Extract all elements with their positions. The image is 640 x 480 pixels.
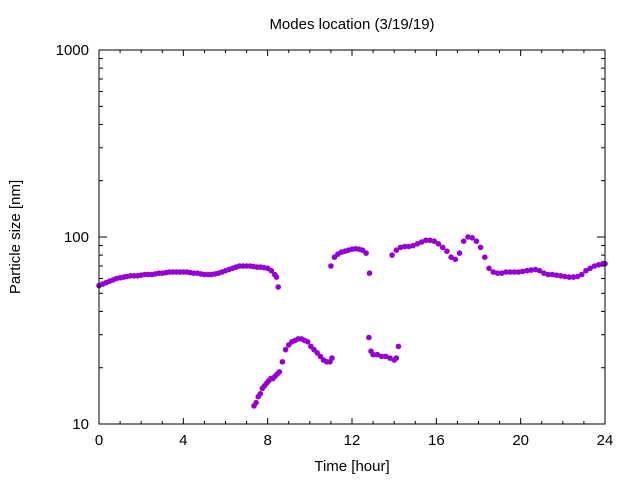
x-tick-label: 20: [512, 432, 529, 449]
data-point: [366, 270, 373, 277]
x-axis-label: Time [hour]: [314, 458, 389, 475]
data-point: [282, 346, 289, 353]
data-point: [276, 369, 283, 375]
y-tick-label: 1000: [56, 42, 89, 59]
data-point: [370, 351, 376, 358]
data-point: [574, 273, 581, 280]
data-point: [515, 269, 522, 275]
chart-title: Modes location (3/19/19): [269, 16, 434, 33]
data-point: [275, 284, 282, 290]
data-point: [448, 254, 454, 260]
data-point: [465, 234, 471, 240]
y-axis: 10 100 1000: [56, 42, 605, 433]
x-axis: 0 4 8 12 16 20 24: [95, 50, 614, 449]
data-point: [423, 237, 429, 244]
data-point: [279, 359, 286, 365]
data-point: [553, 272, 560, 279]
x-tick-label: 16: [428, 432, 445, 449]
data-point: [490, 269, 497, 275]
data-point: [549, 271, 556, 278]
data-point: [374, 351, 381, 358]
data-point: [456, 250, 463, 256]
data-point: [583, 267, 589, 274]
data-point: [418, 239, 425, 245]
data-point: [591, 263, 598, 269]
x-tick-label: 12: [344, 432, 361, 449]
data-point: [541, 270, 547, 277]
y-tick-label: 10: [72, 416, 89, 433]
data-point: [273, 274, 280, 280]
data-point: [406, 243, 412, 250]
data-point: [536, 267, 543, 274]
data-point: [520, 268, 526, 275]
data-point: [257, 391, 264, 397]
data-point: [304, 339, 311, 345]
data-point: [482, 254, 488, 260]
y-tick-label: 100: [64, 229, 89, 246]
plot-frame: [98, 49, 606, 425]
data-point: [562, 273, 568, 280]
data-point: [507, 269, 513, 275]
data-point: [397, 244, 404, 251]
data-point: [389, 252, 395, 258]
data-point: [545, 271, 551, 278]
data-points: [96, 234, 608, 409]
data-point: [444, 248, 450, 254]
data-point: [439, 244, 446, 251]
data-point: [498, 270, 505, 277]
data-point: [393, 355, 400, 361]
data-point: [378, 353, 385, 360]
data-point: [503, 269, 509, 275]
data-point: [486, 265, 492, 272]
data-point: [431, 238, 438, 244]
data-point: [579, 271, 585, 278]
data-point: [511, 269, 518, 275]
data-point: [427, 237, 433, 244]
data-point: [410, 242, 416, 249]
data-point: [268, 267, 275, 274]
data-point: [401, 243, 408, 250]
data-point: [328, 263, 334, 269]
data-point: [460, 238, 467, 244]
data-point: [452, 256, 459, 263]
data-point: [477, 244, 484, 251]
data-point: [435, 241, 442, 247]
data-point: [528, 267, 534, 273]
data-point: [414, 241, 421, 247]
data-point: [566, 274, 572, 280]
data-point: [382, 353, 389, 360]
data-point: [363, 250, 369, 256]
data-point: [393, 247, 400, 253]
data-point: [366, 334, 372, 341]
data-point: [329, 355, 335, 361]
x-tick-label: 4: [179, 432, 187, 449]
data-point: [473, 238, 480, 244]
x-tick-label: 24: [597, 432, 614, 449]
data-point: [524, 267, 530, 274]
x-tick-label: 0: [95, 432, 103, 449]
data-point: [595, 262, 602, 268]
data-point: [570, 274, 577, 280]
data-point: [557, 273, 564, 279]
data-point: [587, 265, 593, 272]
y-axis-label: Particle size [nm]: [7, 180, 24, 294]
data-point: [395, 343, 402, 350]
data-point: [387, 355, 393, 361]
data-point: [469, 235, 476, 241]
x-tick-label: 8: [263, 432, 271, 449]
data-point: [253, 399, 259, 406]
data-point: [532, 266, 539, 273]
data-point: [494, 270, 501, 277]
